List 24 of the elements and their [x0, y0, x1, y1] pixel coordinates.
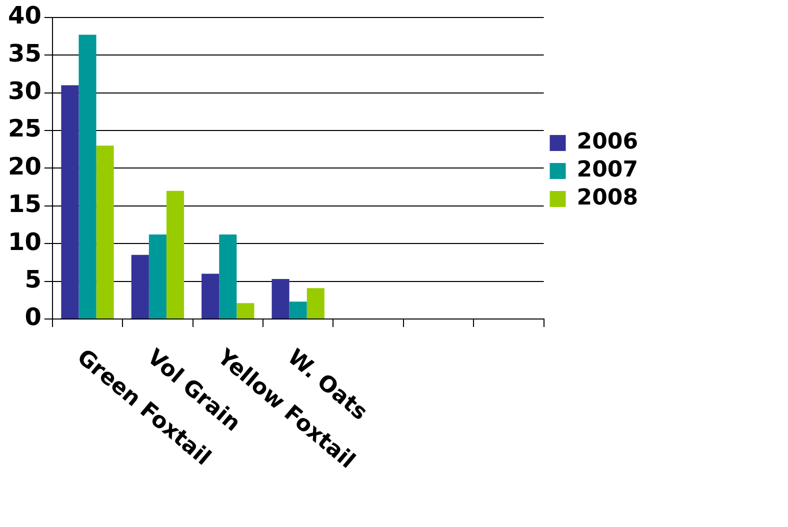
y-tick-label: 5: [24, 266, 42, 294]
y-tick-label: 20: [8, 152, 42, 180]
bar: [272, 279, 290, 318]
y-tick-label: 15: [8, 190, 42, 218]
bar: [166, 190, 184, 318]
bar: [61, 85, 79, 318]
bar: [236, 303, 254, 318]
bar: [131, 254, 149, 318]
bar: [202, 274, 220, 318]
legend-label: 2006: [576, 130, 638, 155]
y-tick-label: 25: [8, 114, 42, 143]
bar: [289, 302, 307, 318]
legend-label: 2008: [576, 186, 638, 211]
y-tick-label: 10: [8, 228, 42, 256]
bar: [78, 34, 96, 318]
bar: [306, 288, 324, 318]
bar: [219, 234, 237, 318]
y-tick-label: 30: [8, 77, 42, 106]
y-tick-label: 35: [8, 39, 42, 68]
bar: [96, 146, 114, 318]
y-tick-label: 0: [24, 303, 42, 332]
legend-label: 2007: [576, 158, 638, 183]
bar: [148, 234, 166, 318]
y-tick-label: 40: [8, 2, 42, 30]
